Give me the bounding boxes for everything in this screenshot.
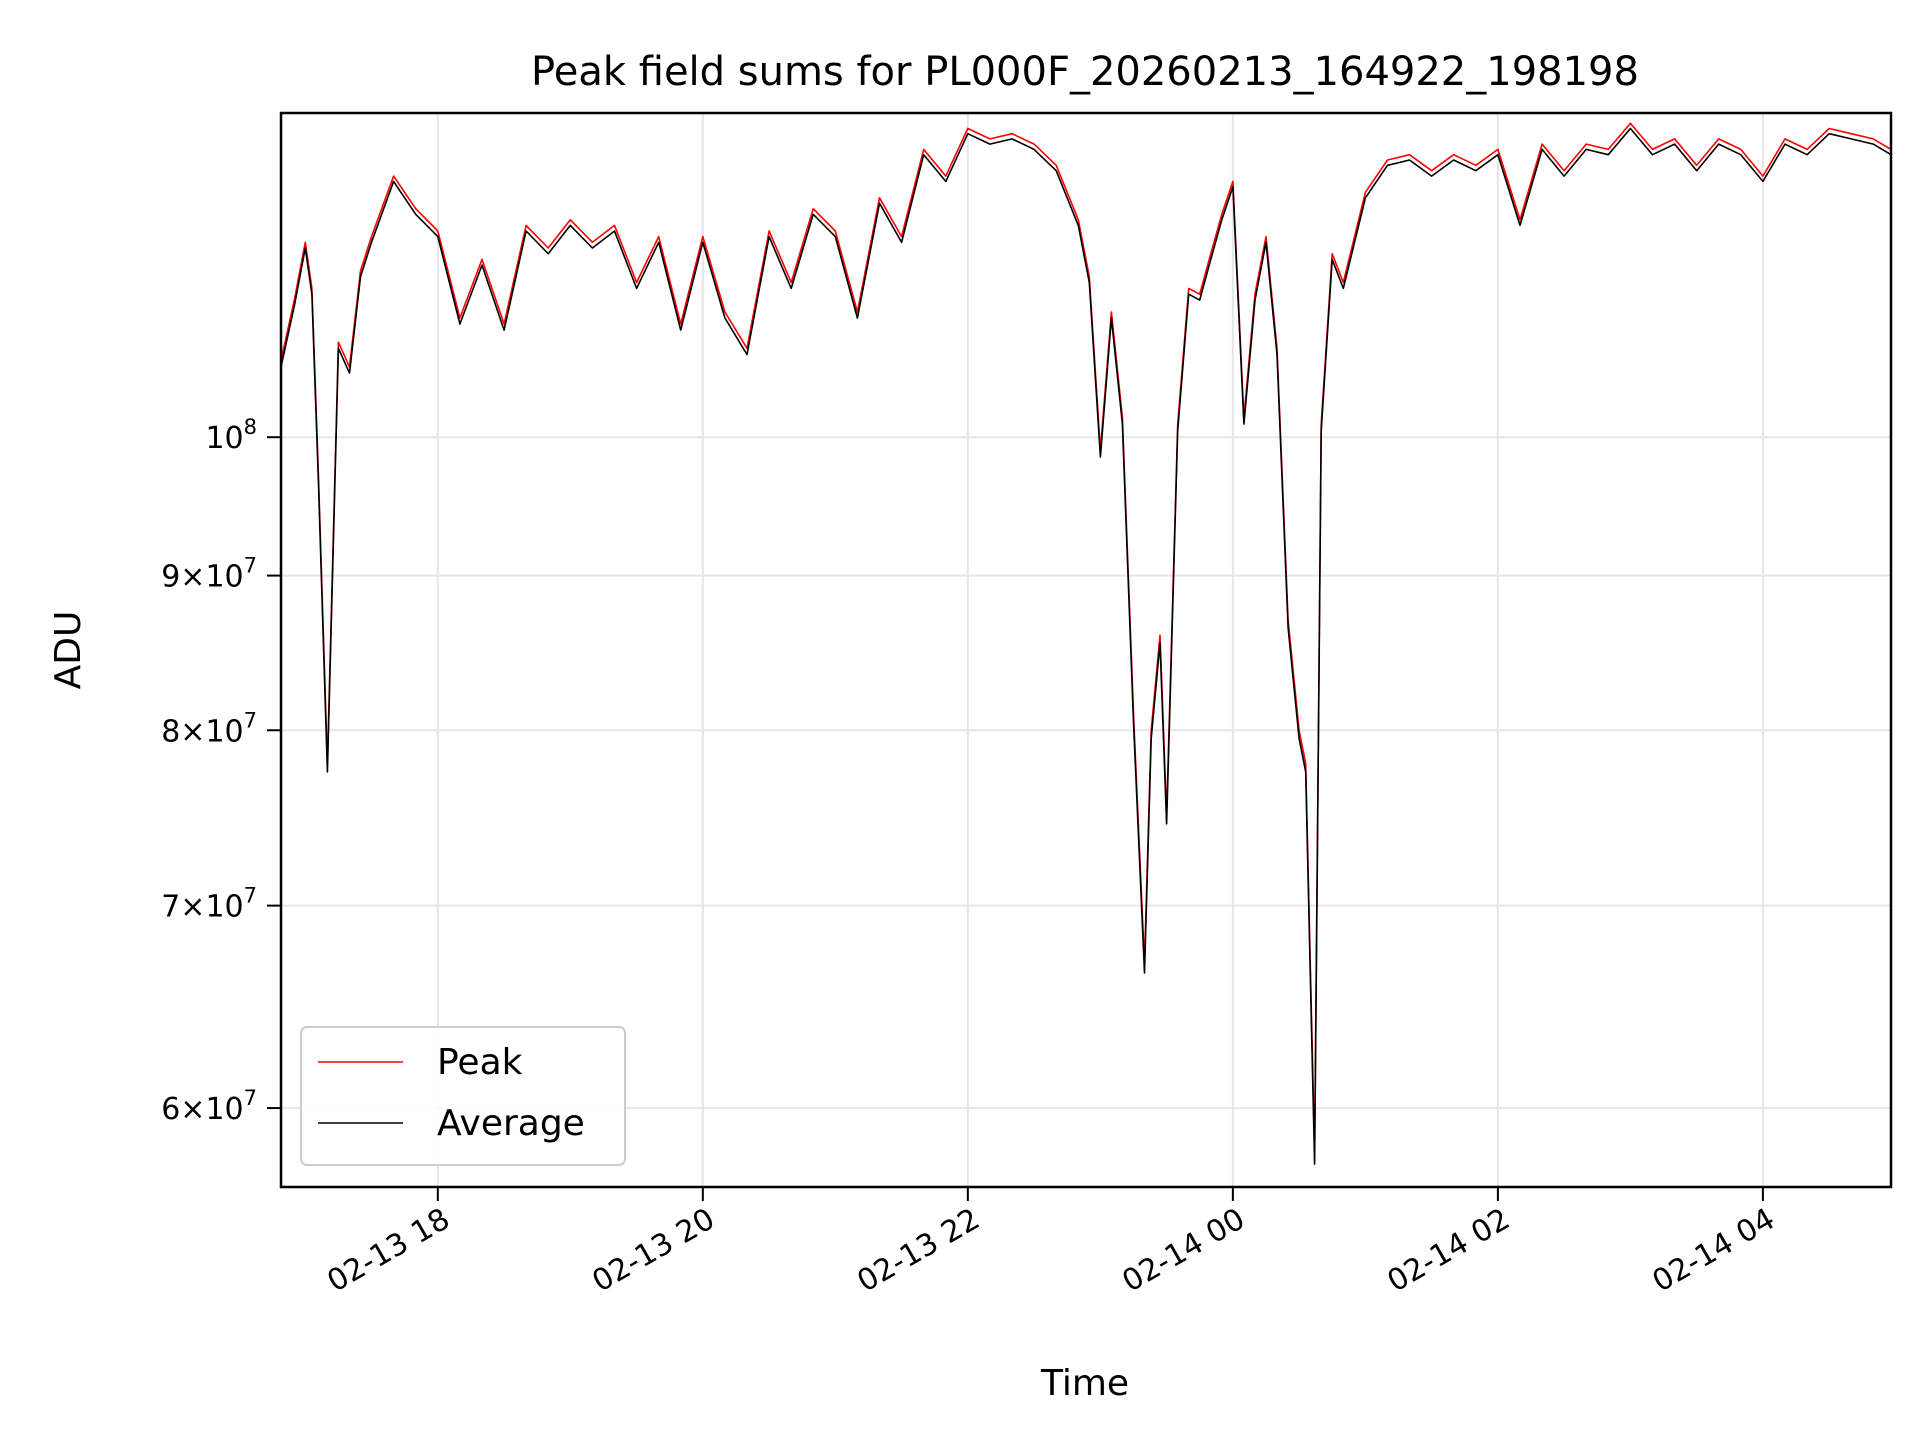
y-tick-label: 6×107: [161, 1086, 257, 1127]
series-group: [281, 122, 1891, 1165]
legend: Peak Average: [300, 1026, 626, 1166]
legend-peak-label: Peak: [437, 1042, 523, 1083]
y-axis-label: ADU: [48, 611, 89, 690]
y-tick-label: 9×107: [161, 554, 257, 595]
x-axis-label: Time: [1040, 1363, 1129, 1404]
plot-frame: [279, 111, 1893, 1189]
series-line-average: [281, 127, 1891, 1165]
grid: [281, 113, 1891, 1187]
y-tick-label: 8×107: [161, 708, 257, 749]
y-tick-label: 7×107: [161, 884, 257, 925]
chart-title: Peak field sums for PL000F_20260213_1649…: [531, 49, 1639, 95]
legend-average-label: Average: [437, 1103, 585, 1144]
